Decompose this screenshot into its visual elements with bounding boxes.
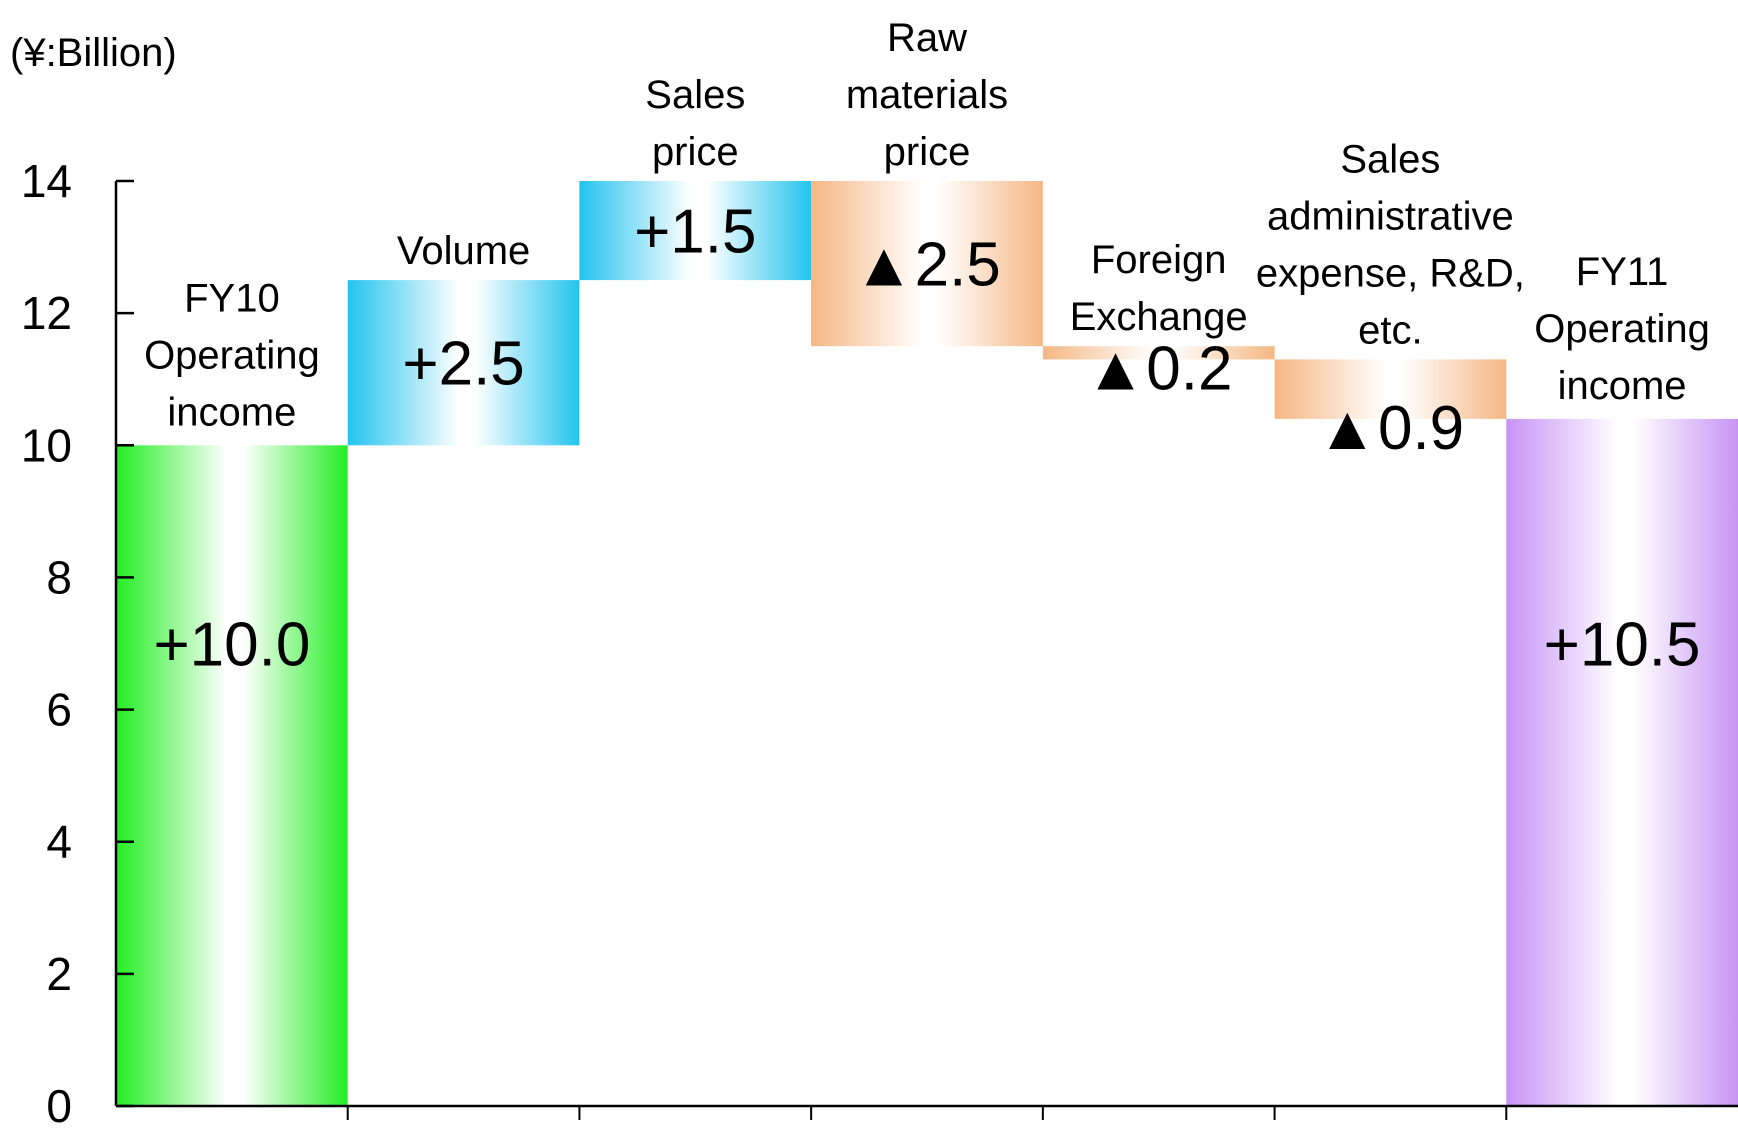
y-tick-label-1: 2: [46, 948, 72, 1000]
bar-4: [1042, 346, 1275, 360]
value-label-2: +1.5: [634, 198, 756, 267]
value-label-0: +10.0: [153, 611, 310, 680]
value-label-6: +10.5: [1544, 611, 1701, 680]
bar-1: [347, 280, 580, 446]
labels-layer: FY10 Operating income +10.0 Volume +2.5 Sales p…: [10, 16, 1710, 680]
y-tick-label-4: 8: [46, 551, 72, 603]
category-label-0-line-0: FY10: [184, 276, 280, 320]
category-label-3-line-0: Raw: [887, 16, 967, 60]
category-label-2-line-1: price: [652, 130, 739, 174]
category-label-5-line-3: etc.: [1358, 308, 1422, 352]
category-label-3-line-2: price: [884, 130, 971, 174]
category-label-0-line-1: Operating: [144, 333, 320, 377]
bars-layer: [116, 181, 1738, 1106]
category-label-4-line-1: Exchange: [1070, 295, 1248, 339]
category-label-6-line-1: Operating: [1534, 307, 1710, 351]
value-label-1: +2.5: [402, 330, 524, 399]
y-tick-label-3: 6: [46, 684, 72, 736]
unit-label: (¥:Billion): [10, 31, 177, 75]
y-tick-label-6: 12: [21, 287, 72, 339]
y-tick-label-7: 14: [21, 155, 72, 207]
category-label-0-line-2: income: [167, 390, 296, 434]
bar-2: [579, 181, 812, 281]
y-tick-label-5: 10: [21, 419, 72, 471]
category-label-6-line-0: FY11: [1576, 250, 1669, 294]
bar-3: [811, 181, 1043, 347]
category-label-3-line-1: materials: [846, 73, 1008, 117]
category-label-5-line-1: administrative: [1267, 194, 1514, 238]
y-tick-label-2: 4: [46, 816, 72, 868]
axis-layer: 0 2 4 6 8 10 12 14: [21, 155, 1738, 1131]
category-label-1-line-0: Volume: [397, 229, 530, 273]
value-label-4: ▲0.2: [1085, 334, 1233, 403]
bar-6: [1506, 418, 1738, 1106]
value-label-5: ▲0.9: [1317, 394, 1465, 463]
bar-0: [116, 445, 348, 1106]
category-label-5-line-0: Sales: [1340, 137, 1440, 181]
value-label-3: ▲2.5: [853, 231, 1001, 300]
category-label-4-line-0: Foreign: [1091, 238, 1227, 282]
y-tick-label-0: 0: [46, 1080, 72, 1131]
category-label-5-line-2: expense, R&D,: [1256, 251, 1525, 295]
category-label-6-line-2: income: [1558, 364, 1687, 408]
bar-5: [1274, 359, 1507, 419]
category-label-2-line-0: Sales: [645, 73, 745, 117]
